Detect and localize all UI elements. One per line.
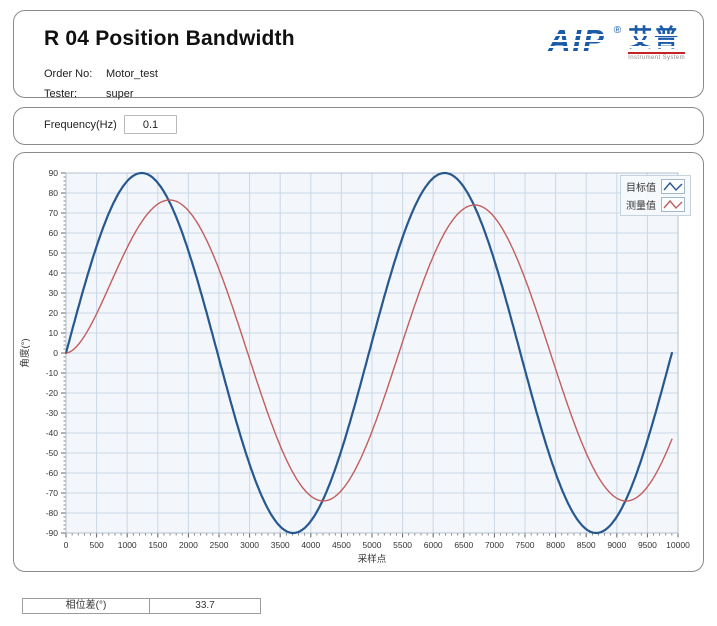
registered-trademark-icon: ® [613,25,622,36]
svg-text:500: 500 [90,540,104,550]
svg-text:1500: 1500 [148,540,167,550]
svg-text:60: 60 [49,228,59,238]
page-title: R 04 Position Bandwidth [44,27,295,50]
brand-logo: AIP ® 艾普 Instrument System [546,23,687,61]
measured-line-sample-icon [661,197,685,212]
svg-text:-20: -20 [46,388,59,398]
svg-text:0: 0 [64,540,69,550]
svg-text:4500: 4500 [332,540,351,550]
tester-row: Tester: super [44,88,134,100]
frequency-label: Frequency(Hz) [44,119,117,131]
tester-label: Tester: [44,88,78,100]
brand-wordmark: AIP [548,23,606,58]
legend-item-target[interactable]: 目标值 [626,179,685,194]
svg-text:90: 90 [49,168,59,178]
svg-text:9000: 9000 [607,540,626,550]
svg-text:8000: 8000 [546,540,565,550]
svg-text:-50: -50 [46,448,59,458]
svg-text:2000: 2000 [179,540,198,550]
svg-text:30: 30 [49,288,59,298]
order-no-value: Motor_test [106,68,158,80]
svg-text:-30: -30 [46,408,59,418]
svg-text:20: 20 [49,308,59,318]
svg-text:-40: -40 [46,428,59,438]
legend-item-measured[interactable]: 测量值 [626,197,685,212]
svg-text:-80: -80 [46,508,59,518]
phase-difference-label: 相位差(°) [22,598,150,614]
svg-text:7000: 7000 [485,540,504,550]
target-line-sample-icon [661,179,685,194]
svg-text:10000: 10000 [666,540,690,550]
bandwidth-chart: 0 500 1000 1500 2000 2500 3000 3500 4000 4500 5000… [19,168,690,565]
svg-text:4000: 4000 [301,540,320,550]
svg-text:2500: 2500 [210,540,229,550]
legend-label-measured: 测量值 [626,201,656,212]
svg-text:70: 70 [49,208,59,218]
order-no-row: Order No: Motor_test [44,68,158,80]
legend-label-target: 目标值 [626,183,656,194]
svg-text:0: 0 [53,348,58,358]
svg-text:7500: 7500 [516,540,535,550]
svg-text:10: 10 [49,328,59,338]
phase-difference-table: 相位差(°) 33.7 [22,598,261,614]
svg-text:9500: 9500 [638,540,657,550]
header-panel: R 04 Position Bandwidth Order No: Motor_… [13,10,704,100]
svg-text:采样点: 采样点 [358,553,387,565]
svg-text:8500: 8500 [577,540,596,550]
brand-caption: Instrument System [628,52,685,61]
chart-legend: 目标值 测量值 [620,175,691,216]
svg-text:角度(°): 角度(°) [19,338,31,367]
order-no-label: Order No: [44,68,93,80]
svg-text:1000: 1000 [118,540,137,550]
svg-text:6000: 6000 [424,540,443,550]
tester-value: super [106,88,134,100]
svg-text:50: 50 [49,248,59,258]
svg-text:-10: -10 [46,368,59,378]
svg-text:3000: 3000 [240,540,259,550]
svg-text:-70: -70 [46,488,59,498]
svg-text:5500: 5500 [393,540,412,550]
svg-text:3500: 3500 [271,540,290,550]
svg-text:-60: -60 [46,468,59,478]
svg-text:5000: 5000 [363,540,382,550]
svg-text:-90: -90 [46,528,59,538]
svg-text:80: 80 [49,188,59,198]
frequency-panel: Frequency(Hz) [13,107,704,145]
chart-panel: 0 500 1000 1500 2000 2500 3000 3500 4000 4500 5000… [13,152,704,572]
brand-wordmark-cn: 艾普 [628,25,681,52]
svg-text:40: 40 [49,268,59,278]
svg-text:6500: 6500 [454,540,473,550]
phase-difference-value: 33.7 [149,598,261,614]
frequency-input[interactable] [124,115,177,134]
